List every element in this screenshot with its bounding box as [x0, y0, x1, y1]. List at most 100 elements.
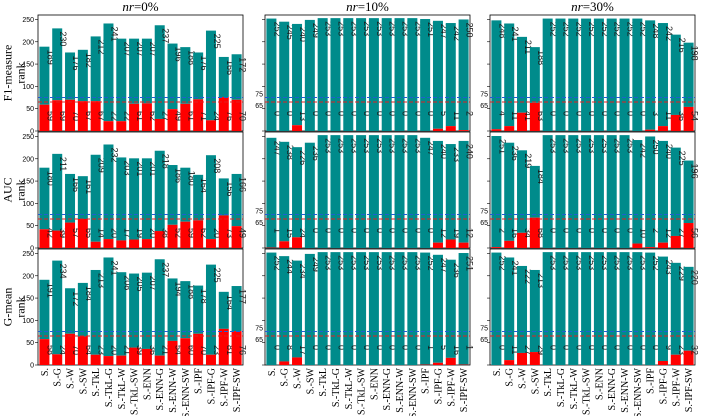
y-tick-label: 250 — [22, 251, 34, 258]
bar-red — [90, 101, 101, 131]
bar-total — [167, 165, 178, 225]
bar-red — [231, 226, 242, 248]
red-value-label: 0 — [613, 228, 623, 233]
bar-red — [167, 340, 178, 365]
total-value-label: 233 — [452, 147, 462, 162]
bar-red — [517, 232, 528, 248]
y-tick-label: 150 — [22, 296, 34, 303]
bar-red — [103, 239, 114, 248]
bar-total — [141, 38, 152, 104]
bar-total — [407, 18, 418, 131]
x-category-label: S.-TkL — [91, 368, 102, 397]
red-value-label: 0 — [638, 345, 648, 350]
total-value-label: 253 — [324, 255, 334, 270]
red-value-label: 0 — [587, 345, 597, 350]
x-category-label: S.-TkL — [318, 368, 329, 397]
bar-red — [292, 237, 303, 248]
bar-total — [356, 135, 367, 248]
bar-total — [154, 25, 165, 119]
bar-total — [141, 272, 152, 349]
bar-total — [568, 252, 579, 365]
bar-total — [491, 252, 502, 365]
red-value-label: 0 — [426, 111, 436, 116]
bar-total — [683, 266, 694, 351]
total-value-label: 225 — [212, 268, 222, 283]
total-value-label: 201 — [148, 161, 158, 176]
red-value-label: 65 — [84, 228, 94, 238]
total-value-label: 241 — [510, 260, 520, 275]
bar-total — [266, 137, 277, 248]
total-value-label: 216 — [677, 38, 687, 53]
total-value-label: 253 — [613, 255, 623, 270]
red-value-label: 5 — [439, 111, 449, 116]
red-value-label: 5 — [439, 345, 449, 350]
total-value-label: 247 — [439, 258, 449, 273]
bar-total — [381, 252, 392, 365]
bar-red — [517, 352, 528, 365]
red-value-label: 0 — [549, 345, 559, 350]
red-value-label: 0 — [574, 228, 584, 233]
red-value-label: 71 — [199, 111, 209, 121]
x-category-label: S.-ENN — [594, 368, 605, 400]
red-value-label: 9 — [664, 345, 674, 350]
x-category-label: S.-ENN-W — [620, 367, 631, 412]
total-value-label: 213 — [97, 273, 107, 288]
total-value-label: 241 — [510, 26, 520, 41]
bar-total — [619, 252, 630, 365]
bar-red — [683, 350, 694, 365]
bar-red — [504, 126, 515, 131]
total-value-label: 225 — [677, 151, 687, 166]
total-value-label: 253 — [375, 138, 385, 153]
y-tick-label: 150 — [22, 62, 34, 69]
bar-total — [619, 18, 630, 132]
y-tick-label: 200 — [22, 156, 34, 163]
reference-line-label: 75 — [480, 326, 488, 333]
y-tick-label: 50 — [26, 223, 34, 230]
bar-total — [504, 23, 515, 127]
x-category-label: S.-ENN-W — [168, 367, 179, 412]
bar-total — [593, 252, 604, 365]
bar-total — [394, 18, 405, 131]
red-value-label: 23 — [97, 345, 107, 355]
bar-total — [103, 257, 114, 357]
red-value-label: 24 — [58, 345, 68, 355]
bar-total — [77, 176, 88, 219]
bar-total — [555, 135, 566, 248]
row-label-line: AUC — [1, 177, 15, 202]
bar-total — [394, 135, 405, 248]
bar-total — [632, 252, 643, 365]
total-value-label: 207 — [148, 276, 158, 291]
red-value-label: 0 — [413, 228, 423, 233]
reference-line-label: 65 — [480, 220, 488, 227]
bar-red — [39, 339, 50, 365]
bar-total — [65, 173, 76, 223]
bar-total — [504, 257, 515, 361]
bar-total — [330, 18, 341, 131]
red-value-label: 0 — [638, 111, 648, 116]
reference-line-label: 65 — [480, 337, 488, 344]
reference-line-label: 65 — [480, 103, 488, 110]
bar-red — [77, 336, 88, 365]
bar-total — [593, 18, 604, 132]
red-value-label: 0 — [362, 228, 372, 233]
red-value-label: 0 — [324, 345, 334, 350]
bar-total — [529, 47, 540, 103]
bar-total — [266, 252, 277, 365]
total-value-label: 180 — [186, 171, 196, 186]
total-value-label: 253 — [349, 138, 359, 153]
bar-red — [193, 333, 204, 365]
red-value-label: 20 — [109, 345, 119, 355]
total-value-label: 245 — [285, 25, 295, 40]
x-category-label: S.-W — [518, 367, 529, 388]
bar-total — [279, 21, 290, 132]
row-label-line: F1-measure — [1, 45, 15, 102]
total-value-label: 253 — [600, 138, 610, 153]
total-value-label: 213 — [536, 273, 546, 288]
bar-red — [445, 126, 456, 131]
x-category-label: S.-ENN-SW — [181, 367, 192, 416]
bar-total — [39, 279, 50, 340]
x-category-label: S.-IPF-SW — [232, 367, 243, 412]
total-value-label: 253 — [388, 21, 398, 36]
total-value-label: 238 — [285, 145, 295, 160]
bar-total — [77, 282, 88, 337]
